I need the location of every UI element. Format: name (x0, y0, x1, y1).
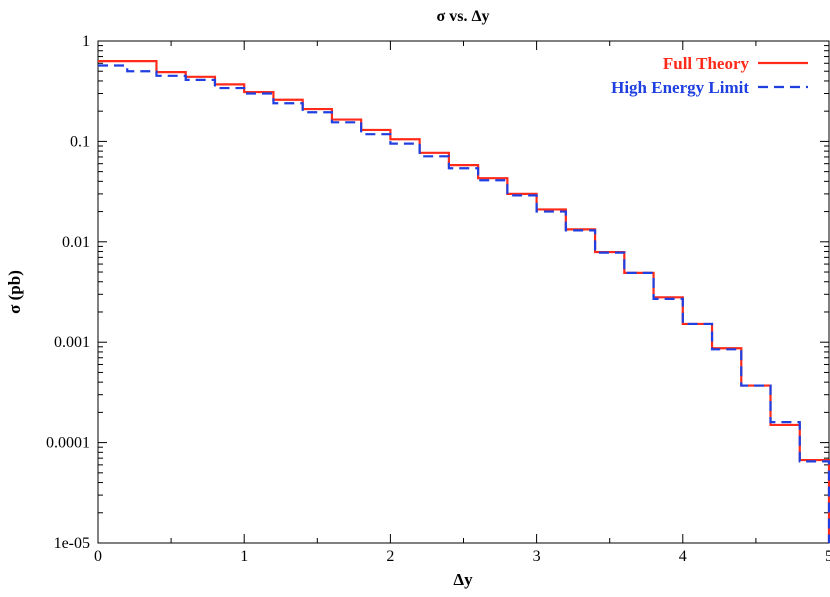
y-tick-label: 0.1 (70, 133, 90, 150)
plot-frame (97, 40, 830, 544)
x-tick-label: 1 (240, 548, 248, 565)
x-tick-label: 3 (533, 548, 541, 565)
x-tick-label: 4 (679, 548, 687, 565)
y-tick-label: 0.01 (62, 234, 90, 251)
y-axis-label: σ (pb) (5, 270, 24, 314)
series-line-full-theory (98, 60, 830, 543)
x-tick-label: 2 (386, 548, 394, 565)
series-group (98, 60, 830, 543)
x-tick-label: 0 (94, 548, 102, 565)
y-tick-label: 0.0001 (46, 435, 90, 452)
axis-ticks: 0 1 2 3 4 5 1e-05 0.0001 0.001 0.01 0.1 1 (46, 33, 830, 565)
legend: Full Theory High Energy Limit (611, 54, 808, 97)
series-line-high-energy-limit (98, 64, 830, 543)
y-tick-label: 1 (82, 33, 90, 50)
y-tick-label: 1e-05 (54, 535, 90, 552)
y-tick-label: 0.001 (54, 334, 90, 351)
legend-label: Full Theory (663, 54, 750, 73)
x-tick-label: 5 (825, 548, 830, 565)
legend-label: High Energy Limit (611, 78, 749, 97)
chart-title: σ vs. Δy (437, 8, 490, 25)
x-axis-label: Δy (453, 570, 473, 589)
